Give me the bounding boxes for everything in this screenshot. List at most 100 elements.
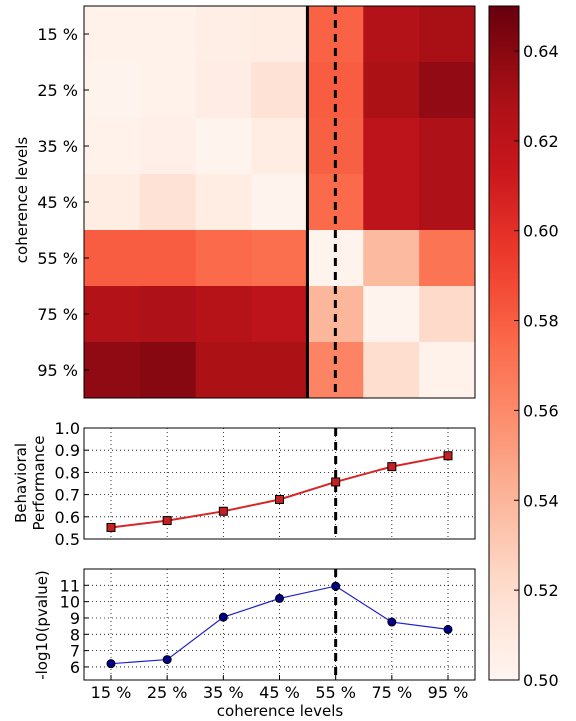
heatmap-cell (84, 230, 141, 287)
heatmap-cell (251, 230, 308, 287)
performance-frame (83, 427, 476, 540)
heatmap-cell (139, 174, 197, 231)
colorbar-tick-label: 0.58 (523, 312, 559, 331)
data-point-marker (162, 655, 172, 665)
y-tick-label: 1.0 (55, 419, 80, 438)
colorbar-tick-label: 0.56 (523, 401, 559, 420)
heatmap-cell (139, 6, 197, 63)
heatmap-y-axis-label: coherence levels (13, 137, 31, 264)
heatmap-cell (419, 174, 476, 231)
heatmap-y-tick-label: 45 % (37, 193, 78, 212)
x-tick-label: 55 % (315, 683, 356, 702)
heatmap-cell (251, 62, 308, 119)
heatmap-cell (419, 118, 476, 175)
heatmap-y-ticks: 15 % 25 % 35 % 45 % 55 % 75 % 95 % (37, 25, 89, 380)
heatmap-cell (419, 286, 476, 343)
heatmap-cell (139, 342, 197, 399)
y-tick-label: 6 (70, 658, 80, 677)
heatmap-cell (419, 230, 476, 287)
heatmap-cell (251, 342, 308, 399)
pvalue-markers (106, 581, 453, 669)
heatmap-cell (195, 342, 253, 399)
colorbar: 0.50 0.52 0.54 0.56 0.58 0.60 0.62 0.64 (488, 5, 559, 690)
heatmap-cell (84, 62, 141, 119)
data-point-marker (218, 612, 228, 622)
heatmap-y-tick-label: 25 % (37, 81, 78, 100)
heatmap-y-tick-label: 35 % (37, 137, 78, 156)
data-point-marker (387, 462, 397, 472)
performance-y-label-line-1: Behavioral (12, 443, 30, 523)
heatmap-cells (84, 6, 476, 399)
y-tick-label: 11 (60, 576, 80, 595)
y-tick-label: 9 (70, 609, 80, 628)
heatmap-cell (251, 174, 308, 231)
y-tick-label: 10 (60, 593, 80, 612)
heatmap-cell (84, 118, 141, 175)
heatmap-cell (363, 342, 420, 399)
x-tick-label: 15 % (91, 683, 132, 702)
heatmap-cell (139, 62, 197, 119)
pvalue-x-axis-label: coherence levels (217, 702, 344, 720)
pvalue-grid (84, 569, 475, 680)
heatmap-cell (363, 230, 420, 287)
heatmap-cell (363, 174, 420, 231)
heatmap-cell (419, 62, 476, 119)
data-point-marker (331, 581, 341, 591)
data-point-marker (331, 477, 341, 487)
data-point-marker (106, 659, 116, 669)
colorbar-tick-label: 0.62 (523, 132, 559, 151)
pvalue-y-axis-label: -log10(pvalue) (33, 570, 51, 680)
heatmap-y-tick-label: 15 % (37, 25, 78, 44)
heatmap-cell (139, 118, 197, 175)
pvalue-x-ticks: 15 % 25 % 35 % 45 % 55 % 75 % 95 % (91, 675, 468, 702)
data-point-marker (275, 593, 284, 603)
data-point-marker (275, 494, 284, 504)
heatmap-y-tick-label: 55 % (37, 249, 78, 268)
colorbar-tick-label: 0.64 (523, 42, 559, 61)
x-tick-label: 25 % (147, 683, 188, 702)
heatmap-cell (419, 6, 476, 63)
data-point-marker (162, 516, 172, 526)
heatmap-cell (363, 118, 420, 175)
heatmap-cell (419, 342, 476, 399)
y-tick-label: 0.8 (55, 463, 80, 482)
y-tick-label: 0.6 (55, 508, 80, 527)
y-tick-label: 0.9 (55, 441, 80, 460)
y-tick-label: 8 (70, 625, 80, 644)
heatmap-cell (84, 174, 141, 231)
heatmap-cell (84, 342, 141, 399)
x-tick-label: 45 % (259, 683, 300, 702)
heatmap-cell (84, 286, 141, 343)
colorbar-ticks: 0.50 0.52 0.54 0.56 0.58 0.60 0.62 0.64 (514, 42, 559, 690)
heatmap-cell (195, 118, 253, 175)
performance-panel: 0.5 0.6 0.7 0.8 0.9 1.0 Behavioral Performanc… (12, 419, 476, 549)
heatmap-cell (363, 62, 420, 119)
heatmap-cell (251, 6, 308, 63)
heatmap-panel: 15 % 25 % 35 % 45 % 55 % 75 % 95 % coherence l… (13, 5, 476, 399)
colorbar-tick-label: 0.54 (523, 491, 559, 510)
heatmap-cell (84, 6, 141, 63)
performance-y-axis-label: Behavioral Performance (12, 435, 48, 530)
performance-y-label-line-2: Performance (30, 435, 48, 530)
heatmap-y-tick-label: 75 % (37, 305, 78, 324)
colorbar-tick-label: 0.52 (523, 581, 559, 600)
heatmap-y-tick-label: 95 % (37, 361, 78, 380)
y-tick-label: 0.5 (55, 530, 80, 549)
colorbar-tick-label: 0.50 (523, 671, 559, 690)
heatmap-cell (251, 118, 308, 175)
heatmap-cell (195, 230, 253, 287)
heatmap-cell (195, 6, 253, 63)
heatmap-cell (195, 174, 253, 231)
heatmap-cell (195, 286, 253, 343)
data-point-marker (443, 451, 453, 461)
data-point-marker (106, 522, 116, 532)
heatmap-cell (195, 62, 253, 119)
heatmap-cell (251, 286, 308, 343)
data-point-marker (443, 624, 453, 634)
performance-grid (84, 427, 475, 540)
colorbar-gradient (488, 5, 520, 681)
y-tick-label: 7 (70, 642, 80, 661)
